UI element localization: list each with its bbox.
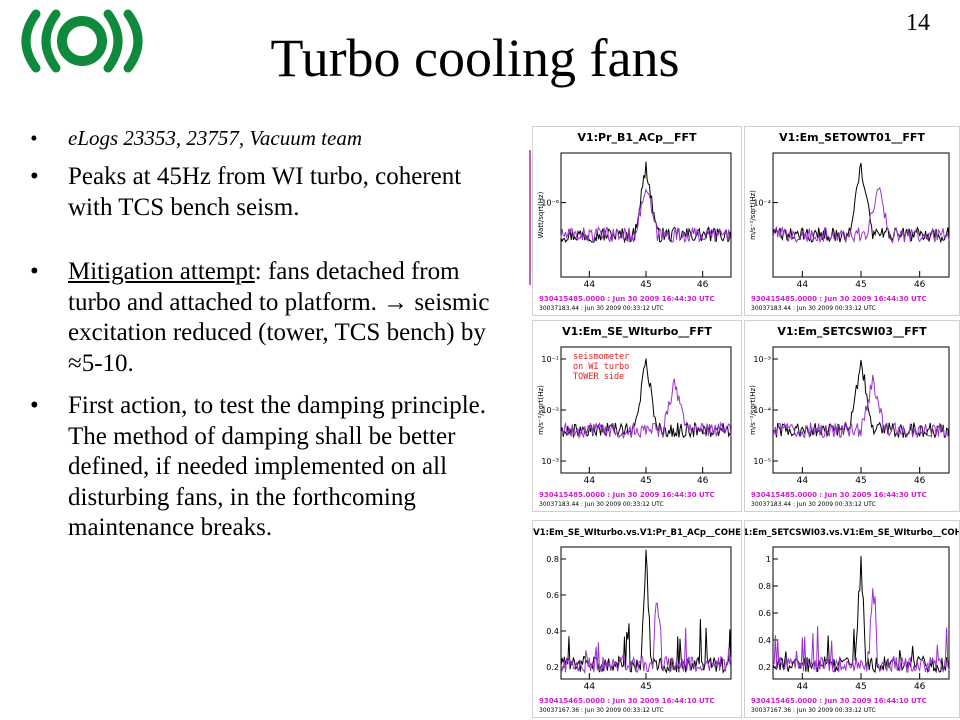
seismometer-annotation: TOWER side xyxy=(573,372,624,382)
trace-purple xyxy=(772,186,950,244)
x-tick-label: 45 xyxy=(855,476,866,486)
plot-footer-time: 930415485.0000 : Jun 30 2009 16:44:30 UT… xyxy=(751,295,927,303)
x-tick-label: 45 xyxy=(640,476,651,486)
x-tick-label: 45 xyxy=(855,682,866,692)
x-tick-label: 46 xyxy=(914,682,926,692)
plot-frame xyxy=(772,152,950,278)
x-tick-label: 46 xyxy=(697,476,709,486)
plot-footer-ref: 30037183.44 : Jun 30 2009 00:33:12 UTC xyxy=(751,501,876,508)
fft-panel-pr-b1: V1:Pr_B1_ACp__FFT Watt/sqrt(Hz) 44 45 46 10⁻⁶… xyxy=(532,126,742,316)
x-tick-label: 44 xyxy=(584,476,596,486)
bullet-list: eLogs 23353, 23757, Vacuum team Peaks at… xyxy=(30,124,508,544)
trace-purple xyxy=(560,602,732,675)
trace-purple xyxy=(772,588,950,673)
bullet-peaks: Peaks at 45Hz from WI turbo, coherent wi… xyxy=(30,162,508,223)
plot-footer-ref: 30037167.36 : Jun 30 2009 00:33:12 UTC xyxy=(751,707,876,714)
plot-footer-time: 930415465.0000 : Jun 30 2009 16:44:10 UT… xyxy=(751,697,927,705)
cohe-panel-witurbo-pr-b1: V1:Em_SE_WIturbo.vs.V1:Pr_B1_ACp__COHE 44… xyxy=(532,520,742,718)
y-tick-label: 10⁻³ xyxy=(541,457,559,466)
plot-frame xyxy=(560,546,732,680)
cohe-panel-setcswi03-witurbo: V1:Em_SETCSWI03.vs.V1:Em_SE_WIturbo__COH… xyxy=(744,520,960,718)
x-tick-label: 45 xyxy=(640,682,651,692)
x-tick-label: 44 xyxy=(584,682,596,692)
x-tick-label: 44 xyxy=(797,280,809,290)
y-axis-label: Watt/sqrt(Hz) xyxy=(537,191,545,238)
y-tick-label: 10⁻⁴ xyxy=(753,406,771,415)
y-axis-label: m/s⁻²/sqrt(Hz) xyxy=(749,190,757,240)
plot-footer-ref: 30037183.44 : Jun 30 2009 00:33:12 UTC xyxy=(539,501,664,508)
plot-footer-time: 930415465.0000 : Jun 30 2009 16:44:10 UT… xyxy=(539,697,715,705)
plot-title: V1:Em_SE_WIturbo.vs.V1:Pr_B1_ACp__COHE xyxy=(533,528,741,538)
plot-footer-time: 930415485.0000 : Jun 30 2009 16:44:30 UT… xyxy=(539,491,715,499)
slide-title: Turbo cooling fans xyxy=(270,28,680,88)
y-tick-label: 0.8 xyxy=(546,555,559,564)
mitigation-label: Mitigation attempt xyxy=(68,258,255,285)
plot-frame xyxy=(560,346,732,474)
plot-title: V1:Pr_B1_ACp__FFT xyxy=(577,131,697,144)
seismometer-annotation: on WI turbo xyxy=(573,362,629,372)
mitigation-text: : fans detached from turbo and attached … xyxy=(68,258,490,377)
fft-panel-setowt01: V1:Em_SETOWT01__FFT m/s⁻²/sqrt(Hz) 44 45 46 1… xyxy=(744,126,960,316)
y-tick-label: 10⁻³ xyxy=(753,355,771,364)
bullet-mitigation: Mitigation attempt: fans detached from t… xyxy=(30,257,508,379)
y-axis-label: m/s⁻²/sqrt(Hz) xyxy=(537,385,545,435)
y-tick-label: 1 xyxy=(766,555,771,564)
bullet-first-action: First action, to test the damping princi… xyxy=(30,391,508,544)
x-tick-label: 46 xyxy=(914,280,926,290)
y-tick-label: 10⁻¹ xyxy=(541,355,559,364)
fft-panel-setcswi03: V1:Em_SETCSWI03__FFT m/s⁻²/sqrt(Hz) 44 45 46… xyxy=(744,320,960,512)
x-tick-label: 46 xyxy=(697,280,709,290)
trace-purple xyxy=(772,374,950,439)
plot-title: V1:Em_SETCSWI03__FFT xyxy=(777,325,927,338)
trace-black xyxy=(772,555,950,674)
plot-footer-ref: 30037167.36 : Jun 30 2009 00:33:12 UTC xyxy=(539,707,664,714)
plot-footer-time: 930415485.0000 : Jun 30 2009 16:44:30 UT… xyxy=(539,295,715,303)
x-tick-label: 44 xyxy=(584,280,596,290)
y-tick-label: 0.8 xyxy=(758,582,771,591)
virgo-logo xyxy=(21,9,143,73)
fft-panel-se-witurbo: V1:Em_SE_WIturbo__FFT m/s⁻²/sqrt(Hz) 44 45 4… xyxy=(532,320,742,512)
y-tick-label: 10⁻⁴ xyxy=(753,199,771,208)
trace-black xyxy=(560,549,732,674)
y-tick-label: 10⁻⁶ xyxy=(541,199,559,208)
plot-footer-ref: 30037183.44 : Jun 30 2009 00:33:12 UTC xyxy=(751,305,876,312)
y-tick-label: 0.2 xyxy=(758,663,771,672)
x-tick-label: 45 xyxy=(855,280,866,290)
x-tick-label: 44 xyxy=(797,682,809,692)
divider-line xyxy=(529,150,531,285)
plot-footer-ref: 30037183.44 : Jun 30 2009 00:33:12 UTC xyxy=(539,305,664,312)
y-tick-label: 0.2 xyxy=(546,663,559,672)
plot-frame xyxy=(560,152,732,278)
plot-title: V1:Em_SE_WIturbo__FFT xyxy=(562,325,712,338)
slide-number: 14 xyxy=(906,10,930,36)
plot-footer-time: 930415485.0000 : Jun 30 2009 16:44:30 UT… xyxy=(751,491,927,499)
trace-purple xyxy=(560,378,732,440)
y-tick-label: 0.4 xyxy=(758,636,771,645)
bullet-elogs: eLogs 23353, 23757, Vacuum team xyxy=(30,124,508,152)
y-tick-label: 0.6 xyxy=(758,609,771,618)
plot-title: V1:Em_SETOWT01__FFT xyxy=(779,131,925,144)
y-tick-label: 10⁻² xyxy=(541,406,559,415)
trace-black xyxy=(560,161,732,244)
trace-purple xyxy=(560,187,732,243)
plot-frame xyxy=(772,346,950,474)
x-tick-label: 44 xyxy=(797,476,809,486)
y-tick-label: 0.4 xyxy=(546,627,559,636)
plot-title: V1:Em_SETCSWI03.vs.V1:Em_SE_WIturbo__COH… xyxy=(745,528,959,538)
trace-black xyxy=(560,358,732,439)
trace-black xyxy=(772,162,950,244)
x-tick-label: 45 xyxy=(640,280,651,290)
y-axis-label: m/s⁻²/sqrt(Hz) xyxy=(749,385,757,435)
x-tick-label: 46 xyxy=(914,476,926,486)
y-tick-label: 0.6 xyxy=(546,591,559,600)
seismometer-annotation: seismometer xyxy=(573,352,629,362)
y-tick-label: 10⁻⁵ xyxy=(753,457,771,466)
trace-black xyxy=(772,359,950,439)
